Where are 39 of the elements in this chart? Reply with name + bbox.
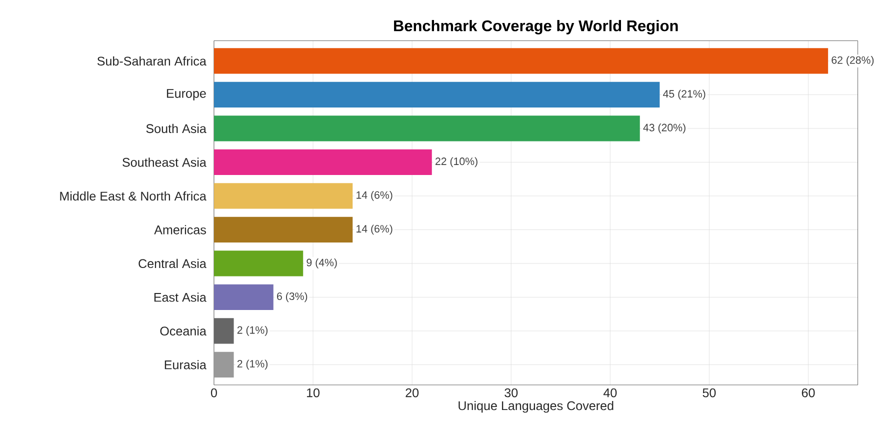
bar [214, 250, 304, 276]
bar [214, 183, 353, 209]
y-tick-label: Middle East & North Africa [60, 192, 206, 201]
y-tick-label: Americas [154, 225, 206, 235]
y-tick-label: Eurasia [164, 360, 206, 370]
y-tick-label: Southeast Asia [122, 158, 206, 168]
bar [214, 150, 432, 176]
y-tick-label: Europe [166, 89, 206, 101]
x-tick-label: 20 [406, 388, 419, 398]
x-tick-label: 50 [702, 388, 716, 398]
data-label: 45 (21%) [663, 90, 706, 100]
bar [214, 116, 640, 142]
bar [214, 352, 234, 378]
y-tick-label: Sub-Saharan Africa [97, 56, 206, 66]
data-label: 6 (3%) [277, 292, 308, 302]
x-tick-label: 60 [802, 388, 815, 398]
data-label: 2 (1%) [237, 360, 268, 370]
data-label: 62 (28%) [832, 56, 874, 66]
y-tick-label: East Asia [154, 292, 206, 302]
bar [214, 82, 660, 108]
chart-title: Benchmark Coverage by World Region [394, 20, 678, 35]
x-axis-title: Unique Languages Covered [458, 401, 614, 413]
data-label: 9 (4%) [306, 258, 337, 269]
data-label: 43 (20%) [643, 124, 686, 134]
x-tick-label: 40 [603, 388, 617, 398]
bar [214, 217, 353, 243]
y-tick-label: Central Asia [138, 259, 206, 268]
data-label: 14 (6%) [356, 191, 392, 202]
data-label: 14 (6%) [356, 224, 392, 235]
bar [214, 48, 828, 74]
bar [214, 284, 274, 310]
data-label: 2 (1%) [237, 326, 268, 336]
data-label: 22 (10%) [436, 157, 478, 168]
y-tick-label: Oceania [160, 326, 206, 336]
x-tick-label: 0 [210, 388, 217, 398]
x-tick-label: 30 [504, 388, 518, 398]
y-tick-label: South Asia [146, 124, 206, 134]
x-tick-label: 10 [306, 388, 320, 398]
bar [214, 318, 234, 344]
